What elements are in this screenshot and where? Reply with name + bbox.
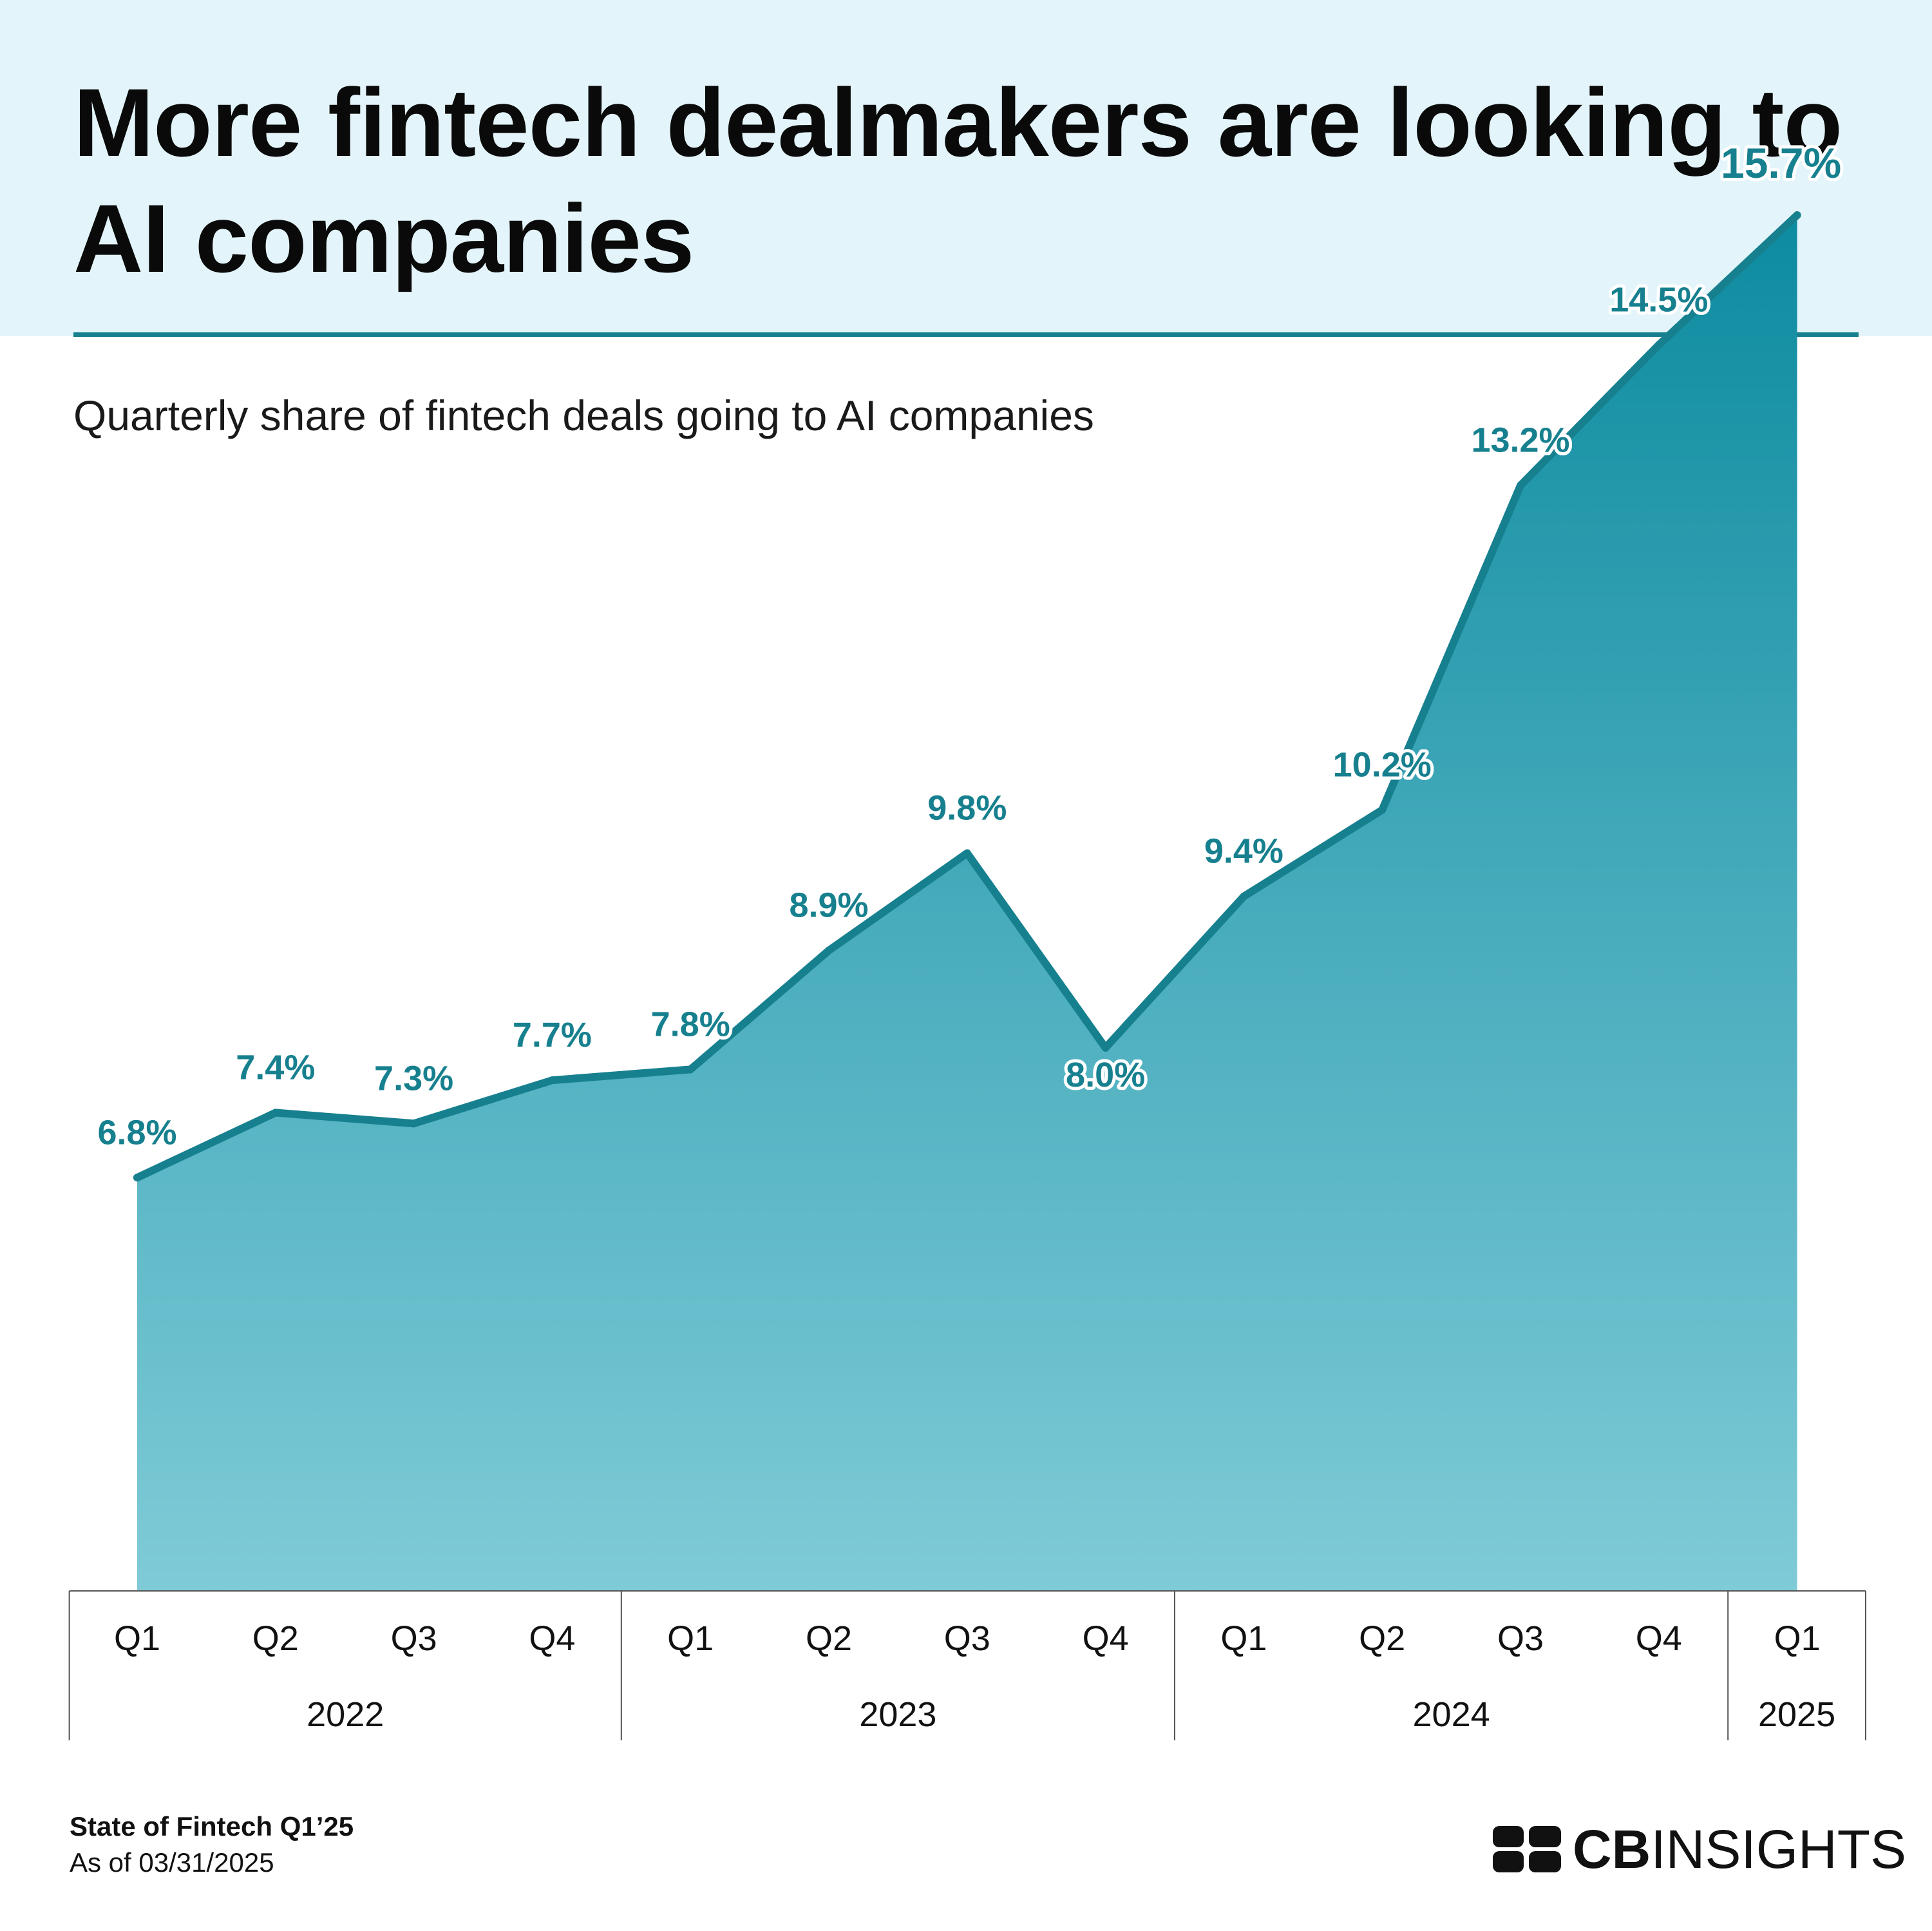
data-point bbox=[548, 1076, 556, 1085]
data-label: 9.8% bbox=[927, 789, 1007, 828]
data-label: 13.2% bbox=[1471, 421, 1569, 460]
chart-title: More fintech dealmakers are looking to A… bbox=[73, 68, 1842, 292]
cb-insights-logo: CBINSIGHTS bbox=[1493, 1820, 1906, 1878]
x-tick-label: Q3 bbox=[944, 1619, 990, 1658]
x-tick-label: Q2 bbox=[1359, 1619, 1405, 1658]
data-point bbox=[1654, 341, 1663, 349]
data-point bbox=[963, 849, 971, 857]
data-label: 9.4% bbox=[1204, 832, 1283, 871]
data-label: 15.7% bbox=[1721, 139, 1841, 187]
data-point bbox=[825, 946, 833, 955]
data-point bbox=[1378, 806, 1387, 814]
x-tick-label: Q2 bbox=[806, 1619, 852, 1658]
x-tick-label: Q3 bbox=[391, 1619, 437, 1658]
data-point bbox=[1101, 1043, 1110, 1052]
x-tick-label: Q1 bbox=[1774, 1619, 1821, 1658]
data-point bbox=[1793, 211, 1801, 219]
data-label: 8.9% bbox=[789, 886, 868, 925]
x-tick-label: Q4 bbox=[1636, 1619, 1682, 1658]
logo-text-light: INSIGHTS bbox=[1651, 1819, 1907, 1879]
header-band bbox=[0, 0, 1932, 336]
year-group-label: 2024 bbox=[1413, 1695, 1490, 1734]
year-group-label: 2023 bbox=[859, 1695, 936, 1734]
data-label: 8.0% bbox=[1066, 1056, 1145, 1094]
year-group-label: 2022 bbox=[307, 1695, 384, 1734]
x-tick-label: Q4 bbox=[529, 1619, 575, 1658]
year-group-label: 2025 bbox=[1758, 1695, 1835, 1734]
title-divider bbox=[73, 332, 1859, 337]
x-tick-label: Q1 bbox=[114, 1619, 160, 1658]
cb-insights-logo-icon bbox=[1493, 1826, 1561, 1872]
data-label: 7.3% bbox=[374, 1059, 453, 1098]
data-label: 7.8% bbox=[651, 1005, 730, 1043]
logo-text-bold: CB bbox=[1573, 1819, 1651, 1879]
data-point bbox=[410, 1119, 418, 1128]
data-point bbox=[687, 1065, 695, 1074]
data-point bbox=[1517, 481, 1524, 490]
footer-as-of-date: As of 03/31/2025 bbox=[70, 1847, 274, 1878]
data-label: 7.4% bbox=[236, 1049, 315, 1087]
x-tick-label: Q1 bbox=[1220, 1619, 1267, 1658]
data-point bbox=[271, 1108, 279, 1117]
chart-subtitle: Quarterly share of fintech deals going t… bbox=[73, 392, 1094, 439]
x-tick-label: Q1 bbox=[667, 1619, 714, 1658]
footer-source: State of Fintech Q1’25 bbox=[70, 1811, 354, 1841]
series-area bbox=[137, 214, 1797, 1592]
x-tick-label: Q3 bbox=[1497, 1619, 1544, 1658]
data-point bbox=[133, 1174, 141, 1182]
x-tick-label: Q2 bbox=[252, 1619, 299, 1658]
data-label: 10.2% bbox=[1333, 745, 1432, 784]
data-label: 6.8% bbox=[97, 1113, 176, 1152]
x-tick-label: Q4 bbox=[1083, 1619, 1129, 1658]
data-label: 7.7% bbox=[513, 1016, 592, 1054]
data-point bbox=[1240, 892, 1248, 900]
data-label: 14.5% bbox=[1609, 280, 1708, 319]
